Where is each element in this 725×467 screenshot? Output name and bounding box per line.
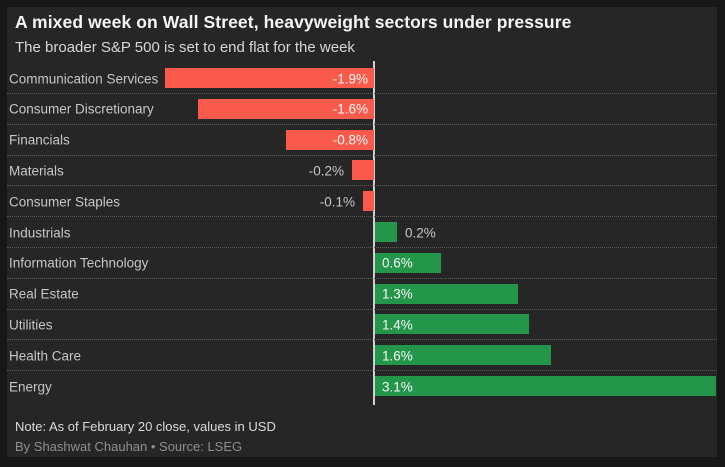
bar xyxy=(375,283,518,304)
row-separator xyxy=(7,123,717,125)
row-separator xyxy=(7,216,717,218)
category-label: Energy xyxy=(9,379,52,394)
value-label: 0.6% xyxy=(382,255,413,271)
chart-row: Real Estate 1.3% xyxy=(7,279,717,310)
chart-row: Consumer Discretionary -1.6% xyxy=(7,94,717,125)
category-label: Communication Services xyxy=(9,71,159,86)
chart-title: A mixed week on Wall Street, heavyweight… xyxy=(15,12,572,32)
category-label: Materials xyxy=(9,163,64,179)
chart-subtitle: The broader S&P 500 is set to end flat f… xyxy=(15,39,355,56)
value-label: -1.9% xyxy=(332,71,368,86)
row-separator xyxy=(7,154,717,156)
chart-row: Consumer Staples -0.1% xyxy=(7,186,717,218)
chart-row: Financials -0.8% xyxy=(7,125,717,156)
chart-row: Materials -0.2% xyxy=(7,155,717,187)
bar xyxy=(375,222,397,242)
bar xyxy=(375,376,716,396)
category-label: Consumer Staples xyxy=(9,194,121,210)
category-label: Consumer Discretionary xyxy=(9,101,154,117)
chart-byline: By Shashwat Chauhan • Source: LSEG xyxy=(15,439,243,454)
value-label: -0.1% xyxy=(319,194,355,210)
value-label: 1.4% xyxy=(382,317,413,333)
value-label: 0.2% xyxy=(405,225,436,240)
bar xyxy=(352,160,374,181)
row-separator xyxy=(7,370,717,372)
chart-row: Utilities 1.4% xyxy=(7,309,717,341)
category-label: Real Estate xyxy=(9,286,79,302)
chart-note: Note: As of February 20 close, values in… xyxy=(15,419,276,434)
bar xyxy=(165,68,374,88)
chart-row: Energy 3.1% xyxy=(7,371,717,402)
chart-row: Health Care 1.6% xyxy=(7,340,717,372)
chart-panel: A mixed week on Wall Street, heavyweight… xyxy=(7,7,717,457)
chart-row: Industrials 0.2% xyxy=(7,217,717,248)
value-label: 1.6% xyxy=(382,348,413,364)
category-label: Financials xyxy=(9,132,70,148)
bar xyxy=(375,314,529,335)
bar xyxy=(363,191,374,212)
row-separator xyxy=(7,247,717,248)
category-label: Utilities xyxy=(9,317,53,333)
row-separator xyxy=(7,339,717,341)
row-separator xyxy=(7,93,717,94)
bar xyxy=(375,345,551,366)
value-label: -0.2% xyxy=(308,163,344,179)
category-label: Industrials xyxy=(9,225,71,240)
row-separator xyxy=(7,185,717,187)
chart-row: Information Technology 0.6% xyxy=(7,248,717,279)
bar xyxy=(286,129,374,150)
row-separator xyxy=(7,277,717,279)
bar-chart: Communication Services -1.9% Consumer Disc… xyxy=(7,61,717,405)
value-label: -1.6% xyxy=(332,101,368,117)
category-label: Information Technology xyxy=(9,255,149,271)
category-label: Health Care xyxy=(9,348,82,364)
value-label: 3.1% xyxy=(382,379,413,394)
bar xyxy=(198,98,374,119)
row-separator xyxy=(7,308,717,310)
chart-row: Communication Services -1.9% xyxy=(7,63,717,94)
value-label: -0.8% xyxy=(332,132,368,148)
value-label: 1.3% xyxy=(382,286,413,302)
bar xyxy=(375,252,441,273)
zero-axis-line xyxy=(373,61,375,405)
